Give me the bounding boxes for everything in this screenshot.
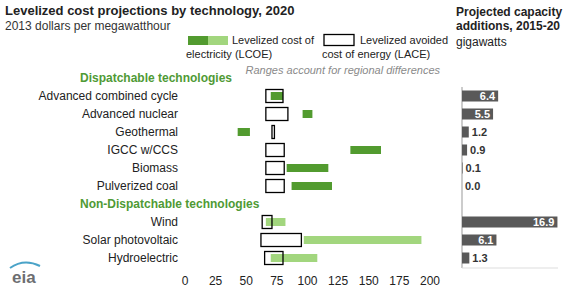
legend-label: Levelized avoided cost of energy (LACE) [322,33,452,61]
category-label: Advanced nuclear [82,107,178,121]
tick-label: 200 [420,274,440,288]
lcoe-range [238,128,250,136]
lace-range [261,234,301,247]
category-label: Geothermal [115,125,178,139]
figure: Dispatchable technologies Advanced combin… [0,0,574,288]
logo: eia [12,268,36,287]
data-label: 6.4 [480,90,496,102]
plot-area [238,90,422,265]
lace-range [266,90,283,103]
data-label: 0.9 [470,144,485,156]
bar [462,235,496,246]
data-label: 1.2 [472,126,487,138]
lcoe-range [292,182,332,190]
data-label: 6.1 [478,234,493,246]
lcoe-range [304,236,422,244]
axis-line [462,268,558,269]
lace-range [266,162,284,175]
category-label: Solar photovoltaic [83,233,178,247]
lcoe-range [271,254,318,262]
title: Levelized cost projections by technology… [5,3,294,18]
lcoe-range [266,218,286,226]
bar [462,253,469,264]
category-label: IGCC w/CCS [107,143,178,157]
tick-label: 0 [182,274,189,288]
tick-label: 25 [209,274,223,288]
lace-range [266,180,284,193]
data-label: 5.5 [475,108,490,120]
data-label: 0.1 [466,162,481,174]
tick-label: 50 [240,274,254,288]
bar [462,109,493,120]
title: Projected capacity additions, 2015-20 [456,5,572,33]
plot-area [462,91,557,264]
bar [462,127,469,138]
category-label: Biomass [132,161,178,175]
tick-label: 100 [297,274,317,288]
group-header: Non-Dispatchable technologies [80,197,260,211]
tick-label: 75 [270,274,284,288]
group-header: Dispatchable technologies [80,71,232,85]
data-label: 16.9 [533,216,554,228]
category-label: Hydroelectric [108,251,178,265]
tick-label: 125 [328,274,348,288]
bar [462,145,467,156]
legend-swatch [208,36,228,45]
lace-range [265,252,283,265]
lace-range [262,216,272,229]
bar [462,217,557,228]
bar [462,181,463,192]
lcoe-range [271,92,283,100]
annotation: Ranges account for regional differences [246,64,441,76]
lace-range [266,108,288,121]
lcoe-range [350,146,381,154]
bar [462,91,498,102]
legend-swatch [188,36,208,45]
lace-range [266,144,284,157]
tick-label: 150 [359,274,379,288]
legend-swatch [324,35,354,46]
subtitle: gigawatts [456,35,572,49]
legend-label: Levelized cost of electricity (LCOE) [186,33,318,61]
subtitle: 2013 dollars per megawatthour [5,19,170,33]
tick-label: 175 [389,274,409,288]
lcoe-range [303,110,313,118]
category-label: Advanced combined cycle [39,89,179,103]
lcoe-range [287,164,329,172]
category-label: Pulverized coal [97,179,178,193]
lace-range [272,126,274,139]
data-label: 0.0 [465,180,480,192]
data-label: 1.3 [472,252,487,264]
category-label: Wind [151,215,178,229]
bar [462,163,463,174]
